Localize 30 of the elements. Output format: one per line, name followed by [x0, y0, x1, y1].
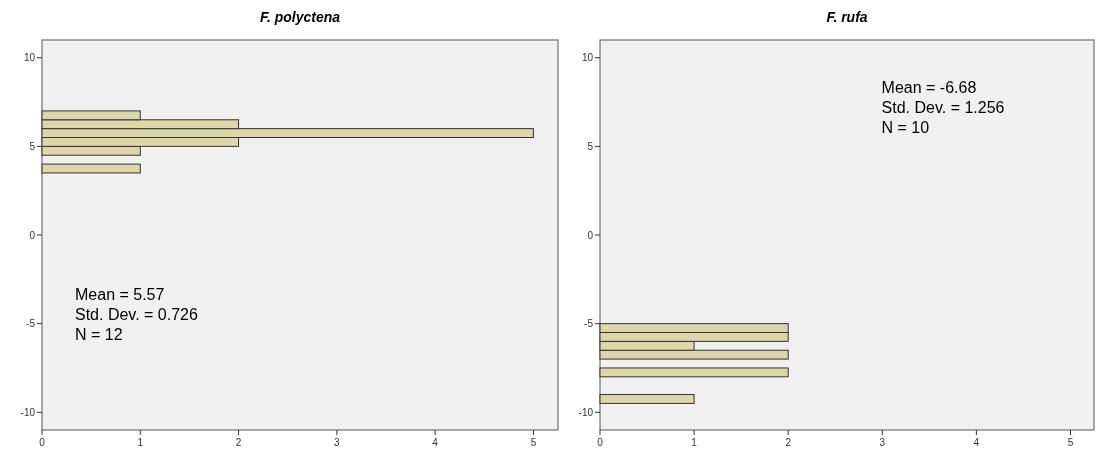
- x-tick-label: 0: [39, 437, 46, 448]
- annotation: Mean = 5.57: [75, 286, 165, 303]
- x-tick-label: 1: [691, 437, 698, 448]
- y-tick-label: 10: [23, 52, 36, 64]
- y-tick-label: 10: [581, 52, 594, 64]
- y-tick-label: 0: [587, 229, 594, 241]
- y-tick-label: -10: [20, 406, 36, 418]
- x-tick-label: 3: [334, 437, 341, 448]
- x-tick-label: 2: [785, 437, 792, 448]
- annotation: Mean = -6.68: [881, 79, 977, 96]
- x-tick-label: 4: [973, 437, 980, 448]
- annotation: N = 12: [75, 326, 123, 343]
- y-tick-label: 0: [29, 229, 36, 241]
- x-tick-label: 4: [432, 437, 439, 448]
- y-tick-label: 5: [29, 140, 36, 152]
- x-tick-label: 0: [597, 437, 604, 448]
- x-tick-label: 5: [530, 437, 537, 448]
- x-tick-label: 2: [235, 437, 242, 448]
- y-tick-label: 5: [587, 140, 594, 152]
- x-tick-label: 1: [137, 437, 144, 448]
- y-tick-label: -5: [584, 318, 594, 330]
- annotation: Std. Dev. = 1.256: [881, 99, 1005, 116]
- chart-title: F. polyctena: [259, 9, 341, 25]
- chart-title: F. rufa: [826, 9, 868, 25]
- annotation: Std. Dev. = 0.726: [75, 306, 198, 323]
- x-tick-label: 3: [879, 437, 886, 448]
- y-tick-label: -10: [578, 406, 594, 418]
- x-tick-label: 5: [1067, 437, 1074, 448]
- y-tick-label: -5: [26, 318, 36, 330]
- annotation: N = 10: [881, 119, 930, 136]
